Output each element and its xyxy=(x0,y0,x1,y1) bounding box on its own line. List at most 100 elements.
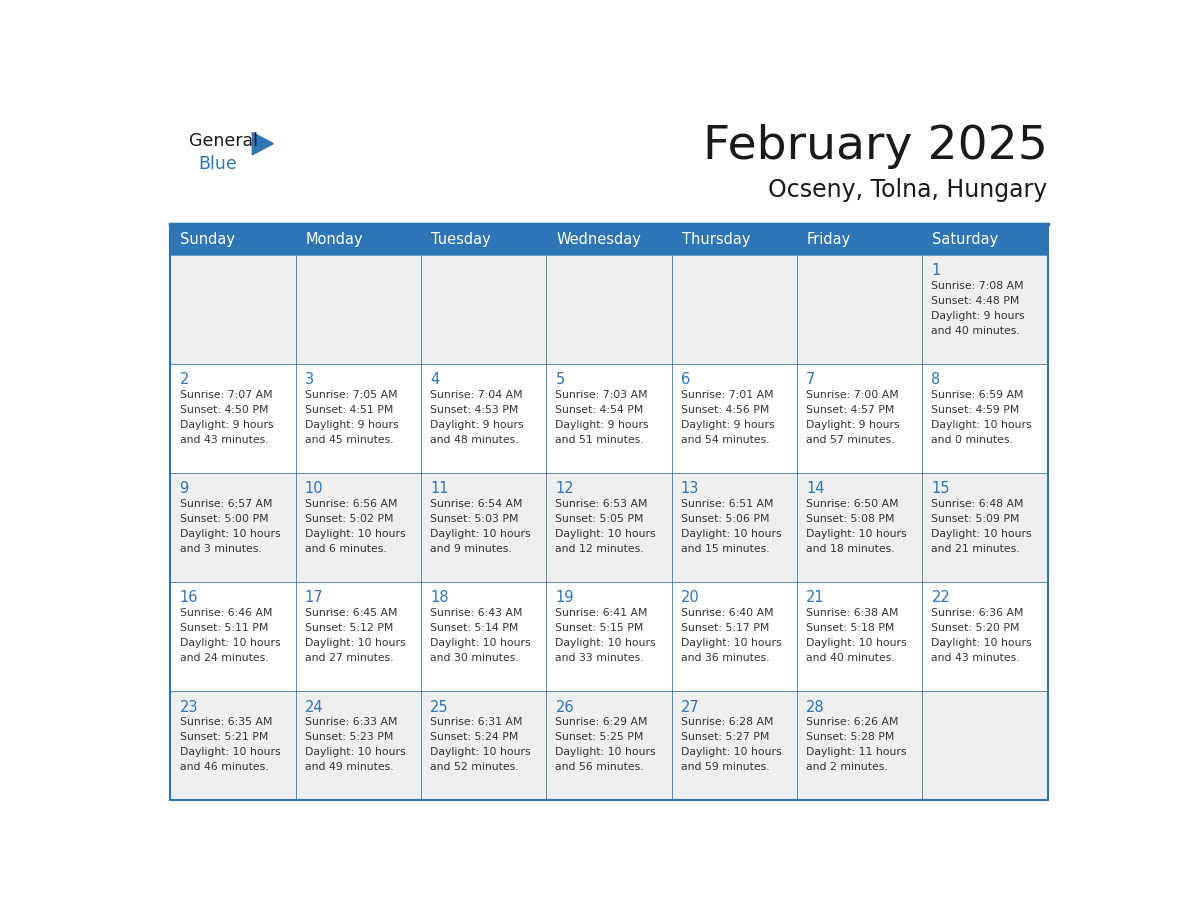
Bar xyxy=(922,364,1048,473)
Text: Sunrise: 6:43 AM: Sunrise: 6:43 AM xyxy=(430,609,523,618)
Text: 14: 14 xyxy=(807,481,824,497)
Bar xyxy=(797,582,922,691)
Text: Daylight: 10 hours: Daylight: 10 hours xyxy=(807,529,906,539)
Text: Sunrise: 6:57 AM: Sunrise: 6:57 AM xyxy=(179,499,272,509)
Bar xyxy=(546,364,671,473)
Text: Sunset: 5:27 PM: Sunset: 5:27 PM xyxy=(681,733,769,743)
Bar xyxy=(797,364,922,473)
Bar xyxy=(922,582,1048,691)
Text: Daylight: 10 hours: Daylight: 10 hours xyxy=(931,420,1032,431)
Text: Daylight: 10 hours: Daylight: 10 hours xyxy=(305,747,405,757)
Bar xyxy=(546,582,671,691)
Text: and 6 minutes.: and 6 minutes. xyxy=(305,544,386,554)
Text: Sunset: 4:53 PM: Sunset: 4:53 PM xyxy=(430,405,518,415)
Text: Daylight: 10 hours: Daylight: 10 hours xyxy=(179,747,280,757)
Text: Daylight: 10 hours: Daylight: 10 hours xyxy=(305,529,405,539)
Text: 8: 8 xyxy=(931,373,941,387)
Text: 6: 6 xyxy=(681,373,690,387)
Text: Sunset: 5:00 PM: Sunset: 5:00 PM xyxy=(179,514,268,524)
Text: Sunrise: 6:35 AM: Sunrise: 6:35 AM xyxy=(179,717,272,727)
Text: Sunrise: 7:07 AM: Sunrise: 7:07 AM xyxy=(179,390,272,400)
Bar xyxy=(797,473,922,582)
Text: Tuesday: Tuesday xyxy=(431,232,491,247)
Bar xyxy=(421,255,546,364)
Text: Sunrise: 6:26 AM: Sunrise: 6:26 AM xyxy=(807,717,898,727)
Text: Sunset: 5:08 PM: Sunset: 5:08 PM xyxy=(807,514,895,524)
Bar xyxy=(797,255,922,364)
Text: Daylight: 10 hours: Daylight: 10 hours xyxy=(681,747,782,757)
Text: Sunrise: 7:05 AM: Sunrise: 7:05 AM xyxy=(305,390,398,400)
Text: Wednesday: Wednesday xyxy=(556,232,642,247)
Text: Daylight: 9 hours: Daylight: 9 hours xyxy=(681,420,775,431)
Bar xyxy=(296,691,421,800)
Text: Sunrise: 6:45 AM: Sunrise: 6:45 AM xyxy=(305,609,397,618)
Text: Daylight: 9 hours: Daylight: 9 hours xyxy=(305,420,398,431)
Text: Daylight: 11 hours: Daylight: 11 hours xyxy=(807,747,906,757)
Bar xyxy=(170,582,296,691)
Text: Sunset: 5:23 PM: Sunset: 5:23 PM xyxy=(305,733,393,743)
Text: Daylight: 10 hours: Daylight: 10 hours xyxy=(807,638,906,648)
Text: Daylight: 9 hours: Daylight: 9 hours xyxy=(179,420,273,431)
Text: and 27 minutes.: and 27 minutes. xyxy=(305,654,393,663)
Text: Daylight: 10 hours: Daylight: 10 hours xyxy=(556,529,656,539)
Text: Sunrise: 7:00 AM: Sunrise: 7:00 AM xyxy=(807,390,899,400)
Text: and 56 minutes.: and 56 minutes. xyxy=(556,762,644,772)
Text: Daylight: 9 hours: Daylight: 9 hours xyxy=(807,420,899,431)
Text: and 46 minutes.: and 46 minutes. xyxy=(179,762,268,772)
Text: 26: 26 xyxy=(556,700,574,714)
Text: Daylight: 10 hours: Daylight: 10 hours xyxy=(430,747,531,757)
Bar xyxy=(671,691,797,800)
Text: Sunset: 5:28 PM: Sunset: 5:28 PM xyxy=(807,733,895,743)
Text: and 45 minutes.: and 45 minutes. xyxy=(305,435,393,445)
Text: 13: 13 xyxy=(681,481,700,497)
Text: 25: 25 xyxy=(430,700,449,714)
Text: Sunset: 5:18 PM: Sunset: 5:18 PM xyxy=(807,623,895,633)
Bar xyxy=(421,691,546,800)
Text: 18: 18 xyxy=(430,590,449,606)
Text: 22: 22 xyxy=(931,590,950,606)
Text: and 52 minutes.: and 52 minutes. xyxy=(430,762,519,772)
Text: 12: 12 xyxy=(556,481,574,497)
Text: 4: 4 xyxy=(430,373,440,387)
Bar xyxy=(671,582,797,691)
Text: Sunrise: 6:29 AM: Sunrise: 6:29 AM xyxy=(556,717,647,727)
Text: Sunrise: 6:31 AM: Sunrise: 6:31 AM xyxy=(430,717,523,727)
Text: Daylight: 10 hours: Daylight: 10 hours xyxy=(931,529,1032,539)
Bar xyxy=(922,473,1048,582)
Text: 27: 27 xyxy=(681,700,700,714)
Text: Sunrise: 6:40 AM: Sunrise: 6:40 AM xyxy=(681,609,773,618)
Bar xyxy=(421,364,546,473)
Text: 7: 7 xyxy=(807,373,815,387)
Text: Sunset: 5:11 PM: Sunset: 5:11 PM xyxy=(179,623,267,633)
Text: Sunset: 5:25 PM: Sunset: 5:25 PM xyxy=(556,733,644,743)
Text: Daylight: 10 hours: Daylight: 10 hours xyxy=(556,747,656,757)
Bar xyxy=(922,224,1048,255)
Text: Sunrise: 6:53 AM: Sunrise: 6:53 AM xyxy=(556,499,647,509)
Text: Sunset: 5:05 PM: Sunset: 5:05 PM xyxy=(556,514,644,524)
Text: and 24 minutes.: and 24 minutes. xyxy=(179,654,268,663)
Text: Daylight: 10 hours: Daylight: 10 hours xyxy=(305,638,405,648)
Bar xyxy=(797,691,922,800)
Text: Daylight: 10 hours: Daylight: 10 hours xyxy=(179,529,280,539)
Text: 24: 24 xyxy=(305,700,323,714)
Text: Sunrise: 6:38 AM: Sunrise: 6:38 AM xyxy=(807,609,898,618)
Text: Monday: Monday xyxy=(305,232,364,247)
Text: Sunset: 5:12 PM: Sunset: 5:12 PM xyxy=(305,623,393,633)
Text: and 9 minutes.: and 9 minutes. xyxy=(430,544,512,554)
Bar xyxy=(170,224,1048,800)
Text: and 43 minutes.: and 43 minutes. xyxy=(179,435,268,445)
Bar xyxy=(671,224,797,255)
Text: Sunday: Sunday xyxy=(181,232,235,247)
Text: Saturday: Saturday xyxy=(933,232,998,247)
Text: Daylight: 10 hours: Daylight: 10 hours xyxy=(430,638,531,648)
Text: 28: 28 xyxy=(807,700,824,714)
Text: Blue: Blue xyxy=(198,155,236,173)
Text: 16: 16 xyxy=(179,590,198,606)
Bar xyxy=(421,224,546,255)
Bar xyxy=(296,255,421,364)
Text: Sunset: 5:21 PM: Sunset: 5:21 PM xyxy=(179,733,267,743)
Text: and 36 minutes.: and 36 minutes. xyxy=(681,654,770,663)
Text: and 40 minutes.: and 40 minutes. xyxy=(807,654,895,663)
Text: and 54 minutes.: and 54 minutes. xyxy=(681,435,770,445)
Text: 10: 10 xyxy=(305,481,323,497)
